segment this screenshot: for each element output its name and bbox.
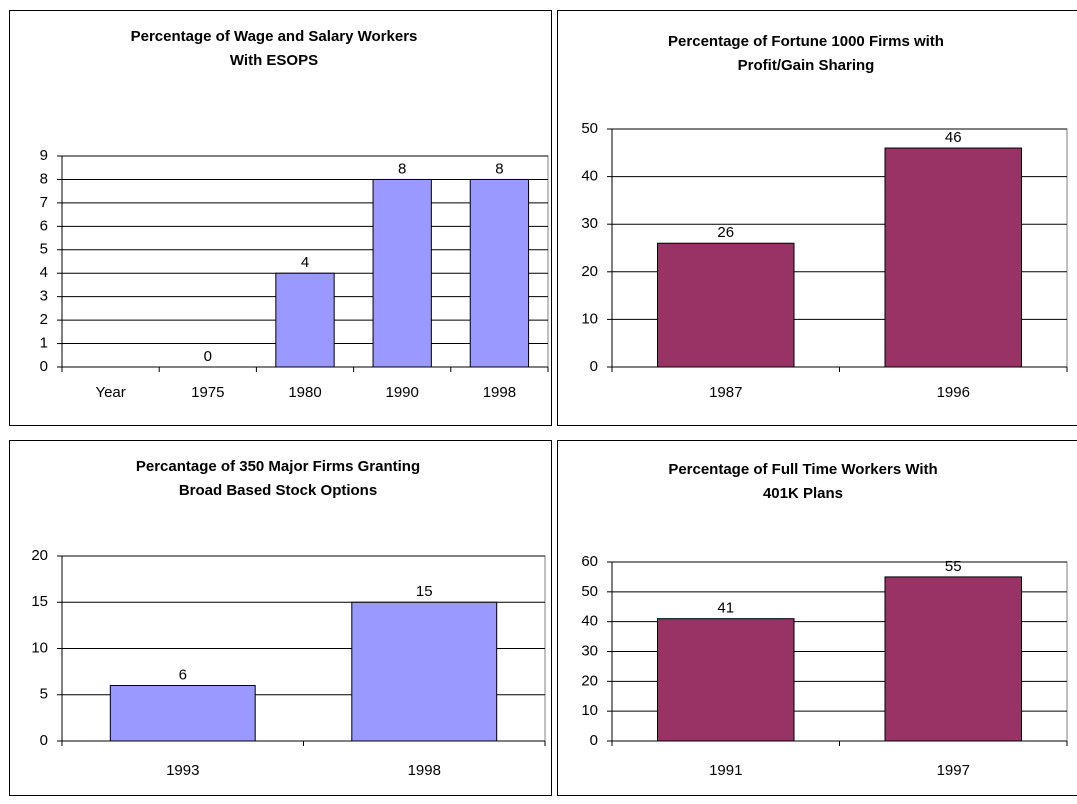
y-tick-label: 5 <box>40 686 48 703</box>
y-tick-label: 15 <box>31 593 48 610</box>
y-tick-label: 10 <box>31 639 48 656</box>
y-tick-label: 8 <box>40 170 48 187</box>
y-tick-label: 20 <box>581 672 598 689</box>
y-tick-label: 20 <box>581 263 598 280</box>
chart-title: Percentage of Full Time Workers With <box>668 461 937 478</box>
y-tick-label: 50 <box>581 120 598 137</box>
data-label: 15 <box>416 583 433 600</box>
data-label: 4 <box>301 254 309 271</box>
y-tick-label: 2 <box>40 311 48 328</box>
y-tick-label: 0 <box>40 358 48 375</box>
bar <box>657 618 795 742</box>
y-tick-label: 10 <box>581 702 598 719</box>
y-tick-label: 40 <box>581 613 598 630</box>
y-tick-label: 7 <box>40 194 48 211</box>
y-tick-label: 3 <box>40 288 48 305</box>
bar <box>884 576 1022 742</box>
bar <box>884 147 1022 368</box>
y-tick-label: 20 <box>31 547 48 564</box>
y-tick-label: 0 <box>590 732 598 749</box>
y-tick-label: 40 <box>581 168 598 185</box>
y-tick-label: 30 <box>581 215 598 232</box>
x-tick-label: 1990 <box>386 384 419 401</box>
y-tick-label: 9 <box>40 147 48 164</box>
y-tick-label: 30 <box>581 642 598 659</box>
bar <box>372 178 432 368</box>
chart-title: 401K Plans <box>763 485 843 502</box>
y-tick-label: 10 <box>581 310 598 327</box>
bar <box>109 685 256 742</box>
x-tick-label: 1987 <box>709 384 742 401</box>
x-tick-label: Year <box>95 384 125 401</box>
data-label: 41 <box>717 600 734 617</box>
bar <box>275 272 335 368</box>
chart-title: Percentage of Fortune 1000 Firms with <box>668 33 944 50</box>
y-tick-label: 5 <box>40 241 48 258</box>
bar <box>657 242 795 368</box>
x-tick-label: 1975 <box>191 384 224 401</box>
y-tick-label: 50 <box>581 583 598 600</box>
data-label: 46 <box>945 129 962 146</box>
x-tick-label: 1996 <box>937 384 970 401</box>
x-tick-label: 1998 <box>408 762 441 779</box>
chart-title: With ESOPS <box>230 52 318 69</box>
y-tick-label: 1 <box>40 335 48 352</box>
x-tick-label: 1980 <box>288 384 321 401</box>
bar <box>469 178 530 368</box>
y-tick-label: 60 <box>581 553 598 570</box>
data-label: 26 <box>717 224 734 241</box>
x-tick-label: 1991 <box>709 762 742 779</box>
chart-title: Broad Based Stock Options <box>179 482 377 499</box>
y-tick-label: 6 <box>40 217 48 234</box>
data-label: 55 <box>945 558 962 575</box>
y-tick-label: 0 <box>40 732 48 749</box>
bar <box>351 601 498 742</box>
chart-title: Profit/Gain Sharing <box>738 57 875 74</box>
chart-title: Percentage of Wage and Salary Workers <box>131 28 418 45</box>
chart-title: Percantage of 350 Major Firms Granting <box>136 458 420 475</box>
data-label: 8 <box>495 160 503 177</box>
data-label: 8 <box>398 160 406 177</box>
y-tick-label: 0 <box>590 358 598 375</box>
x-tick-label: 1993 <box>166 762 199 779</box>
x-tick-label: 1997 <box>937 762 970 779</box>
y-tick-label: 4 <box>40 264 48 281</box>
x-tick-label: 1998 <box>483 384 516 401</box>
data-label: 0 <box>204 348 212 365</box>
data-label: 6 <box>179 666 187 683</box>
